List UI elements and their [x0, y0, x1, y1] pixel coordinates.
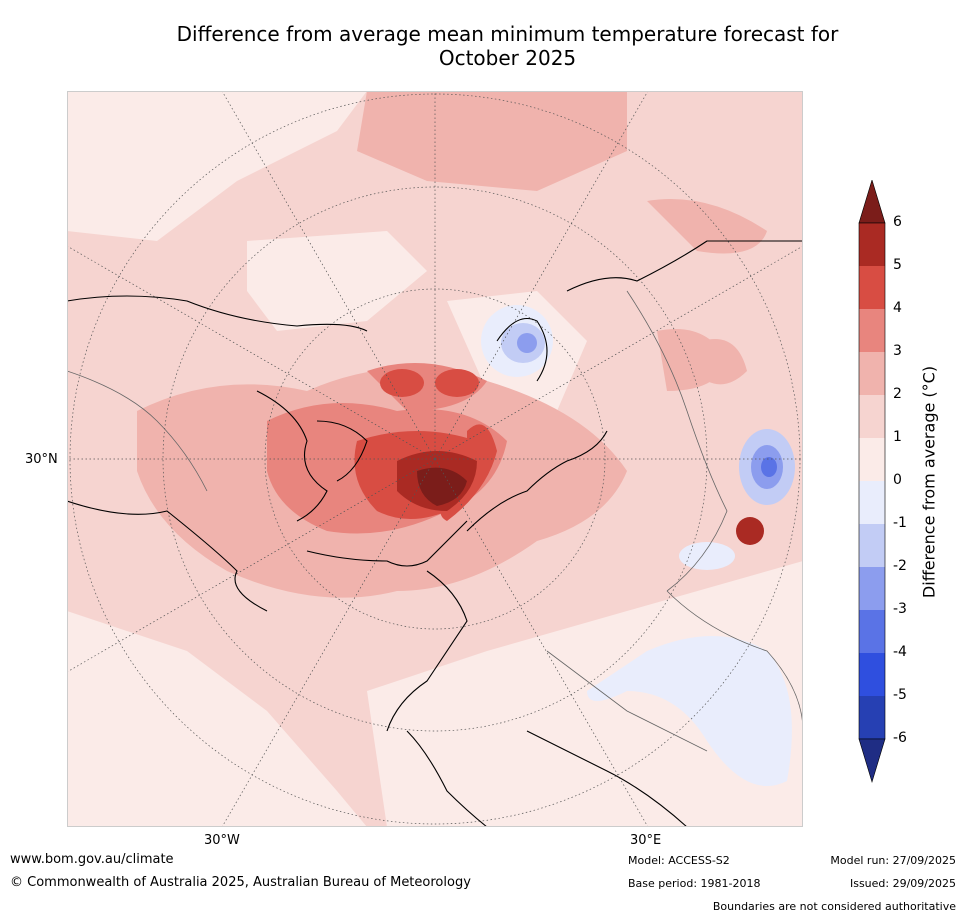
colorbar-segment — [859, 653, 885, 696]
colorbar-tick-label: 2 — [893, 386, 902, 402]
colorbar-tick-label: -2 — [893, 558, 907, 574]
disclaimer-text: Boundaries are not considered authoritat… — [712, 900, 956, 913]
coastlines — [67, 240, 803, 827]
anomaly-region-0-1 — [367, 561, 803, 827]
anomaly-region-0-1 — [67, 91, 367, 241]
colorbar-tick-label: 1 — [893, 429, 902, 445]
anomaly-region-0-1 — [67, 611, 367, 827]
colorbar-segment — [859, 696, 885, 739]
model-text: Model: ACCESS-S2 — [628, 854, 730, 867]
anomaly-region-3-4 — [435, 369, 479, 397]
anomaly-region-neg1-0 — [679, 542, 735, 570]
colorbar-extend-min — [858, 738, 886, 784]
model-run-text: Model run: 27/09/2025 — [830, 854, 956, 867]
anomaly-region-neg3-neg2 — [517, 333, 537, 353]
title-line-1: Difference from average mean minimum tem… — [176, 22, 839, 46]
colorbar-tick-label: -5 — [893, 687, 907, 703]
anomaly-region-0-1 — [247, 231, 427, 331]
temperature-anomaly-map — [67, 91, 803, 827]
colorbar-segment — [859, 438, 885, 481]
colorbar-segment — [859, 610, 885, 653]
colorbar-segment — [859, 481, 885, 524]
colorbar-tick-label: 4 — [893, 300, 902, 316]
copyright-text: © Commonwealth of Australia 2025, Austra… — [10, 875, 471, 890]
longitude-label-30e: 30°E — [630, 833, 662, 848]
colorbar-tick-label: 3 — [893, 343, 902, 359]
anomaly-region-3-4 — [380, 369, 424, 397]
colorbar-segment — [859, 266, 885, 309]
colorbar-tick-label: -1 — [893, 515, 907, 531]
issued-text: Issued: 29/09/2025 — [849, 877, 956, 890]
colorbar-segment — [859, 524, 885, 567]
colorbar-tick-label: 0 — [893, 472, 902, 488]
colorbar-extend-max — [858, 180, 886, 224]
colorbar-segment — [859, 395, 885, 438]
longitude-label-30w: 30°W — [204, 833, 240, 848]
colorbar-title: Difference from average (°C) — [919, 365, 939, 599]
map-title: Difference from average mean minimum tem… — [60, 22, 955, 70]
anomaly-region-1-2 — [702, 339, 747, 385]
map-frame — [67, 91, 803, 827]
colorbar-segment — [859, 352, 885, 395]
colorbar-segment — [859, 223, 885, 266]
colorbar-tick-label: -3 — [893, 601, 907, 617]
anomaly-region-neg1-0 — [587, 636, 792, 786]
anomaly-region-neg4-neg3 — [761, 457, 777, 477]
colorbar-segment — [859, 309, 885, 352]
anomaly-region-1-2 — [647, 199, 767, 254]
base-period-text: Base period: 1981-2018 — [628, 877, 761, 890]
website-link[interactable]: www.bom.gov.au/climate — [10, 852, 174, 867]
colorbar-tick-label: 5 — [893, 257, 902, 273]
colorbar — [858, 180, 886, 784]
anomaly-region-4-5 — [736, 517, 764, 545]
colorbar-tick-label: -6 — [893, 730, 907, 746]
title-line-2: October 2025 — [438, 46, 577, 70]
latitude-label-30n: 30°N — [25, 452, 58, 467]
borders — [67, 290, 803, 752]
anomaly-region-5-6 — [417, 467, 467, 506]
colorbar-segment — [859, 567, 885, 610]
graticule — [67, 91, 803, 827]
colorbar-tick-label: -4 — [893, 644, 907, 660]
anomaly-region-1-2 — [357, 91, 627, 191]
colorbar-tick-label: 6 — [893, 214, 902, 230]
